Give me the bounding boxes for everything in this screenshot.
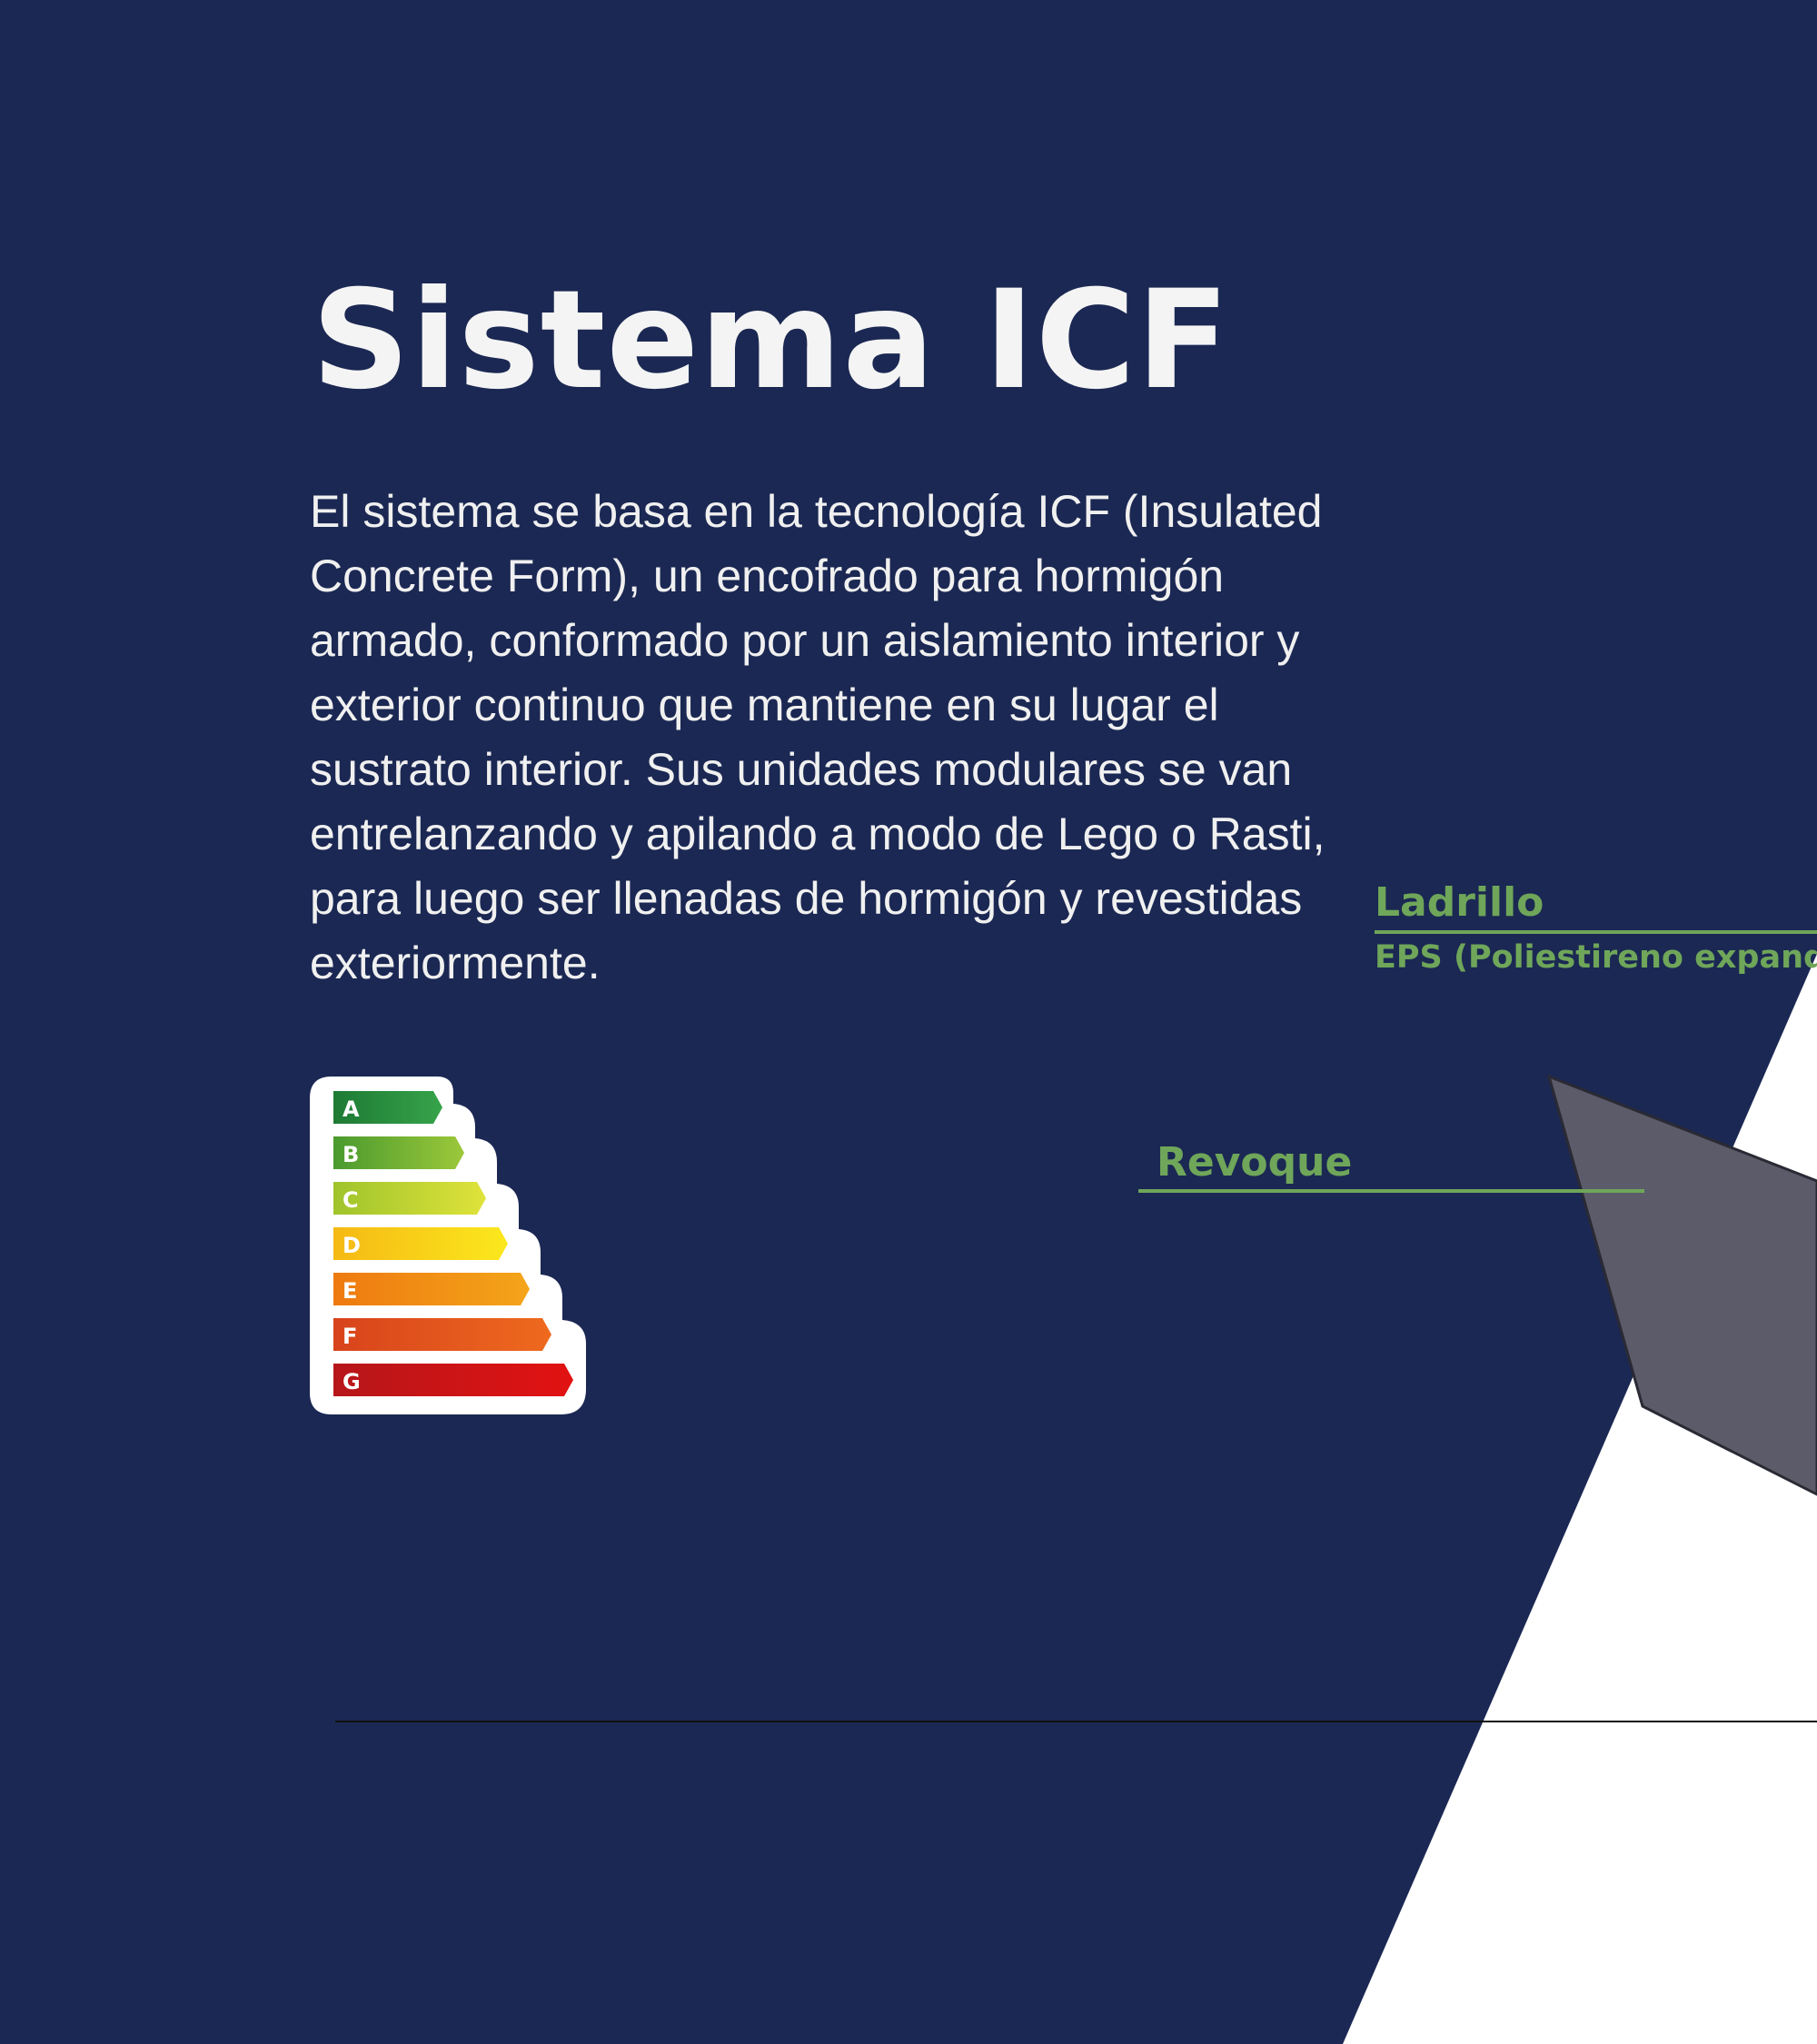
svg-text:D: D xyxy=(343,1233,361,1258)
energy-class-d: D xyxy=(333,1227,508,1260)
svg-text:E: E xyxy=(343,1278,357,1304)
svg-text:C: C xyxy=(343,1187,359,1213)
energy-rating-icon: A B C D E F G xyxy=(310,1077,586,1414)
gray-wall-panel xyxy=(1546,1074,1817,1496)
energy-class-g: G xyxy=(333,1364,573,1396)
page-title: Sistema ICF xyxy=(312,262,1231,420)
svg-text:F: F xyxy=(343,1324,357,1349)
svg-text:B: B xyxy=(343,1142,359,1167)
ladrillo-label: Ladrillo xyxy=(1375,879,1544,926)
energy-class-c: C xyxy=(333,1182,486,1215)
energy-class-f: F xyxy=(333,1318,551,1351)
energy-class-a: A xyxy=(333,1091,442,1124)
system-description: El sistema se basa en la tecnología ICF … xyxy=(310,486,1326,988)
svg-text:A: A xyxy=(343,1096,360,1122)
revoque-label: Revoque xyxy=(1157,1139,1353,1186)
energy-class-e: E xyxy=(333,1273,530,1305)
energy-class-b: B xyxy=(333,1136,464,1169)
svg-text:G: G xyxy=(343,1369,361,1394)
eps-label: EPS (Poliestireno expandi xyxy=(1375,939,1817,976)
